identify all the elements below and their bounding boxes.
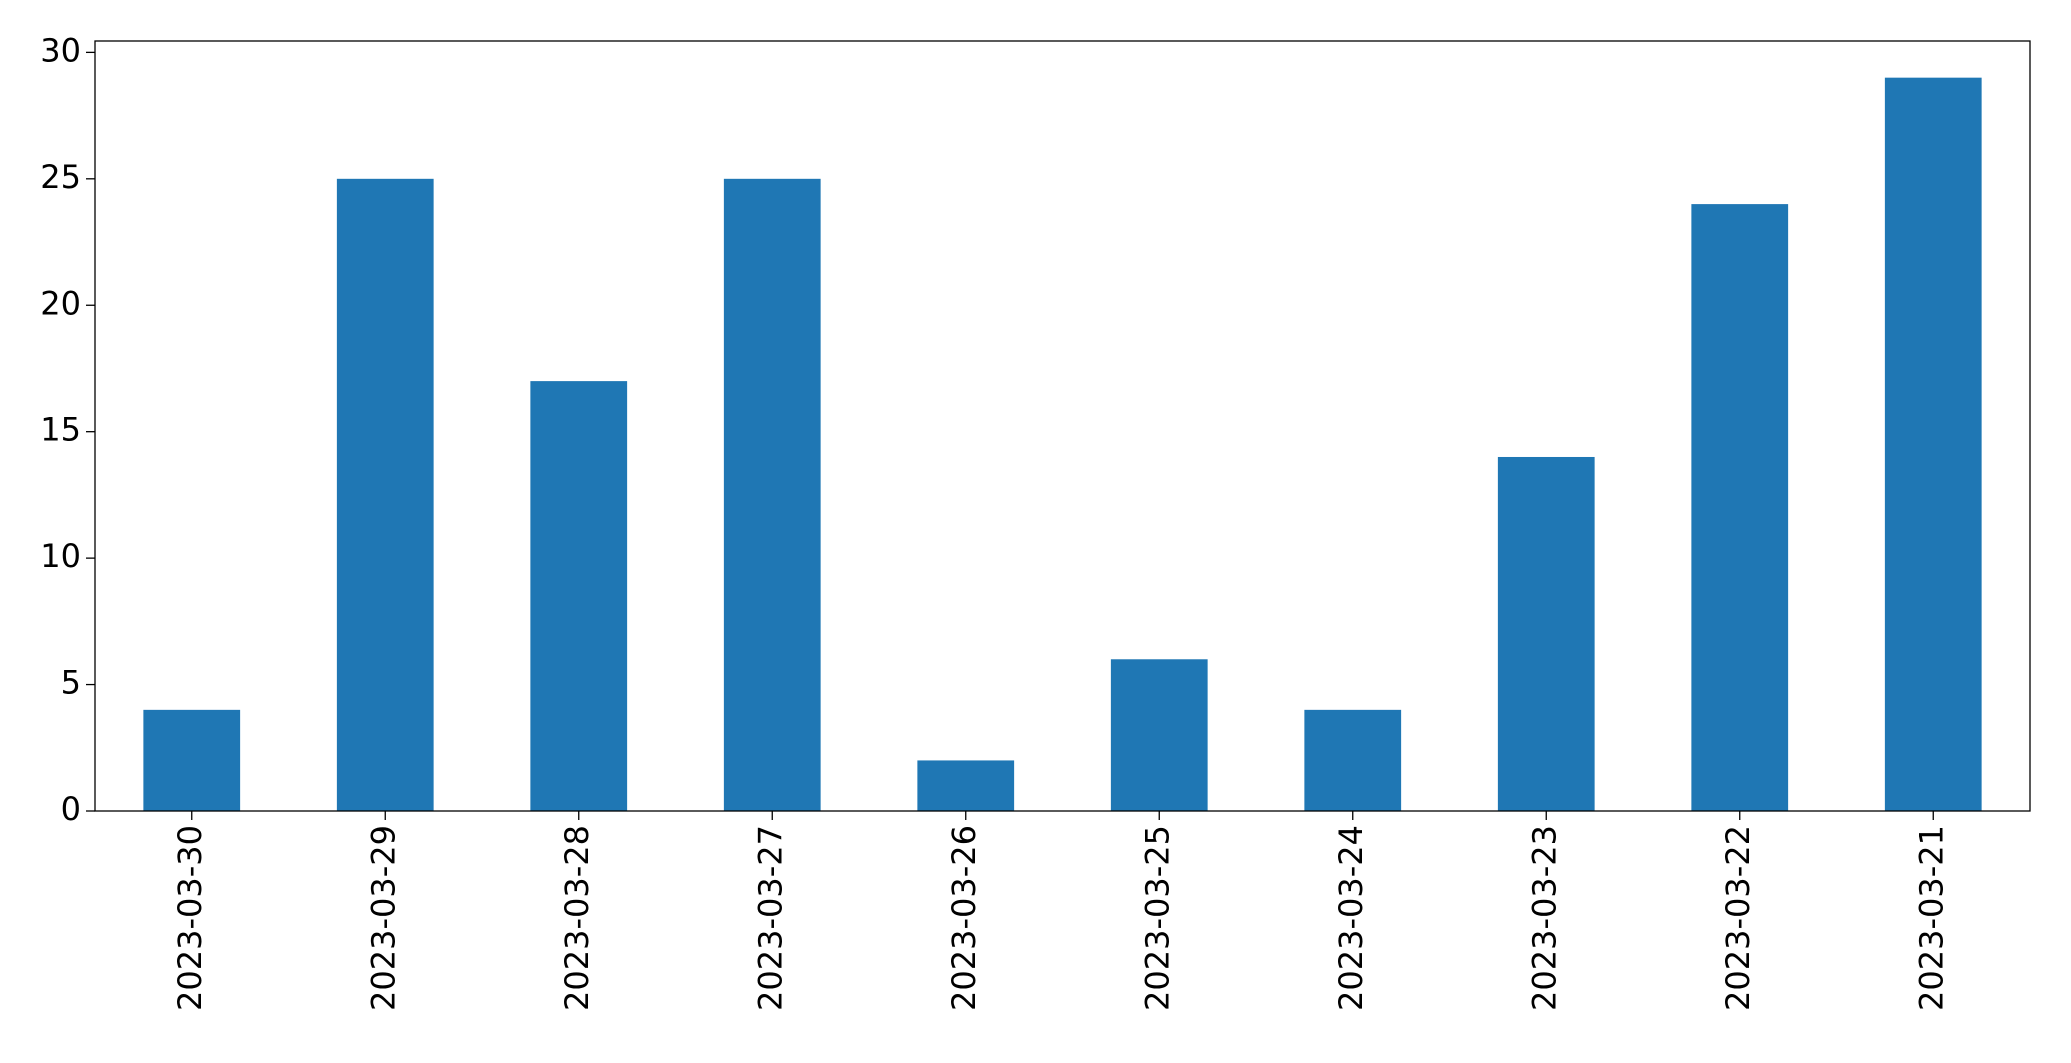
bar bbox=[917, 760, 1015, 811]
bar bbox=[1497, 456, 1595, 811]
bar bbox=[1691, 204, 1789, 811]
y-tick-label: 10 bbox=[40, 537, 81, 575]
bar bbox=[1884, 77, 1982, 811]
x-tick-label: 2023-03-29 bbox=[364, 825, 402, 1011]
x-tick-label: 2023-03-27 bbox=[751, 825, 789, 1011]
x-tick-label: 2023-03-28 bbox=[558, 825, 596, 1011]
x-tick-label: 2023-03-26 bbox=[945, 825, 983, 1011]
y-tick-label: 25 bbox=[40, 158, 81, 196]
x-tick-label: 2023-03-21 bbox=[1912, 825, 1950, 1011]
y-tick-label: 30 bbox=[40, 31, 81, 69]
x-tick-label: 2023-03-22 bbox=[1719, 825, 1757, 1011]
x-tick-label: 2023-03-23 bbox=[1525, 825, 1563, 1011]
y-tick-label: 5 bbox=[61, 664, 81, 702]
plot-frame bbox=[94, 40, 2031, 812]
x-tick-label: 2023-03-30 bbox=[171, 825, 209, 1011]
x-tick-label: 2023-03-25 bbox=[1138, 825, 1176, 1011]
bar bbox=[1110, 659, 1208, 811]
y-tick-label: 15 bbox=[40, 411, 81, 449]
bar bbox=[336, 178, 434, 811]
y-tick-label: 0 bbox=[61, 790, 81, 828]
bar bbox=[1304, 709, 1402, 811]
bar bbox=[143, 709, 241, 811]
y-tick-label: 20 bbox=[40, 284, 81, 322]
bar bbox=[723, 178, 821, 811]
bar bbox=[530, 381, 628, 811]
x-tick-label: 2023-03-24 bbox=[1332, 825, 1370, 1011]
